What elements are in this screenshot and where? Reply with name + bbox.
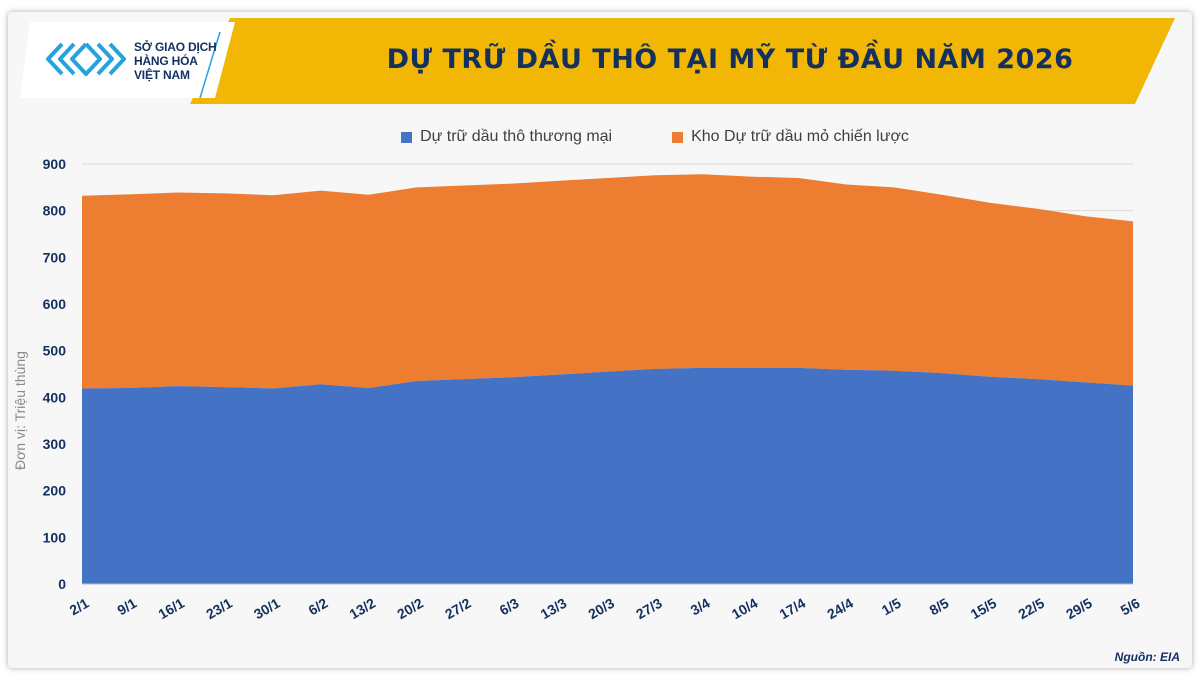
x-tick-label-21: 29/5 — [1063, 595, 1095, 623]
legend-item-commercial: Dự trữ dầu thô thương mại — [401, 128, 612, 146]
x-tick-label-3: 23/1 — [203, 595, 235, 623]
y-tick-label-200: 200 — [43, 483, 67, 499]
title-banner — [190, 18, 1175, 104]
y-tick-label-500: 500 — [43, 343, 67, 359]
y-tick-label-300: 300 — [43, 436, 67, 452]
y-tick-label-900: 900 — [43, 156, 67, 172]
series-area-spr — [82, 174, 1133, 389]
x-tick-label-7: 20/2 — [394, 595, 426, 623]
logo-mark-icon — [46, 42, 126, 76]
legend-swatch-commercial — [401, 131, 413, 143]
x-tick-label-0: 2/1 — [67, 595, 92, 619]
logo — [20, 22, 235, 99]
banner-shape — [190, 18, 1175, 104]
y-axis-label: Đơn vị: Triệu thùng — [12, 351, 28, 470]
x-tick-label-20: 22/5 — [1015, 595, 1047, 623]
x-tick-label-22: 5/6 — [1118, 595, 1143, 619]
legend-item-spr: Kho Dự trữ dầu mỏ chiến lược — [672, 128, 909, 146]
x-tick-label-11: 20/3 — [585, 595, 617, 623]
logo-line-2: HÀNG HÓA — [134, 54, 198, 68]
x-tick-label-16: 24/4 — [824, 595, 856, 623]
x-tick-label-12: 27/3 — [633, 595, 665, 623]
x-tick-label-9: 6/3 — [497, 595, 522, 619]
logo-line-3: VIỆT NAM — [134, 68, 190, 82]
source-note: Nguồn: EIA — [1114, 650, 1180, 664]
y-tick-label-100: 100 — [43, 529, 67, 545]
x-tick-label-10: 13/3 — [538, 595, 570, 623]
legend-label-commercial: Dự trữ dầu thô thương mại — [420, 128, 613, 145]
x-tick-label-4: 30/1 — [251, 595, 283, 623]
series-area-commercial — [82, 367, 1133, 584]
x-tick-label-1: 9/1 — [114, 595, 139, 619]
y-tick-label-600: 600 — [43, 296, 67, 312]
legend-swatch-spr — [672, 131, 684, 143]
x-tick-label-18: 8/5 — [927, 595, 952, 619]
x-tick-label-13: 3/4 — [688, 595, 713, 619]
y-tick-label-400: 400 — [43, 389, 67, 405]
x-tick-label-19: 15/5 — [968, 595, 1000, 623]
x-tick-label-2: 16/1 — [155, 595, 187, 623]
x-tick-label-14: 10/4 — [729, 595, 761, 623]
logo-line-1: SỞ GIAO DỊCH — [134, 40, 217, 54]
y-tick-label-0: 0 — [58, 576, 66, 592]
y-tick-label-700: 700 — [43, 249, 67, 265]
x-tick-label-17: 1/5 — [879, 595, 904, 619]
logo-text: SỞ GIAO DỊCH HÀNG HÓA VIỆT NAM — [134, 40, 217, 82]
x-tick-label-15: 17/4 — [776, 595, 808, 623]
chart-legend: Dự trữ dầu thô thương mại Kho Dự trữ dầu… — [0, 128, 1200, 146]
y-tick-label-800: 800 — [43, 203, 67, 219]
legend-label-spr: Kho Dự trữ dầu mỏ chiến lược — [691, 128, 909, 145]
x-tick-label-8: 27/2 — [442, 595, 474, 623]
x-tick-label-5: 6/2 — [306, 595, 331, 619]
chart-title: DỰ TRỮ DẦU THÔ TẠI MỸ TỪ ĐẦU NĂM 2026 — [386, 44, 1074, 75]
x-tick-label-6: 13/2 — [347, 595, 379, 623]
